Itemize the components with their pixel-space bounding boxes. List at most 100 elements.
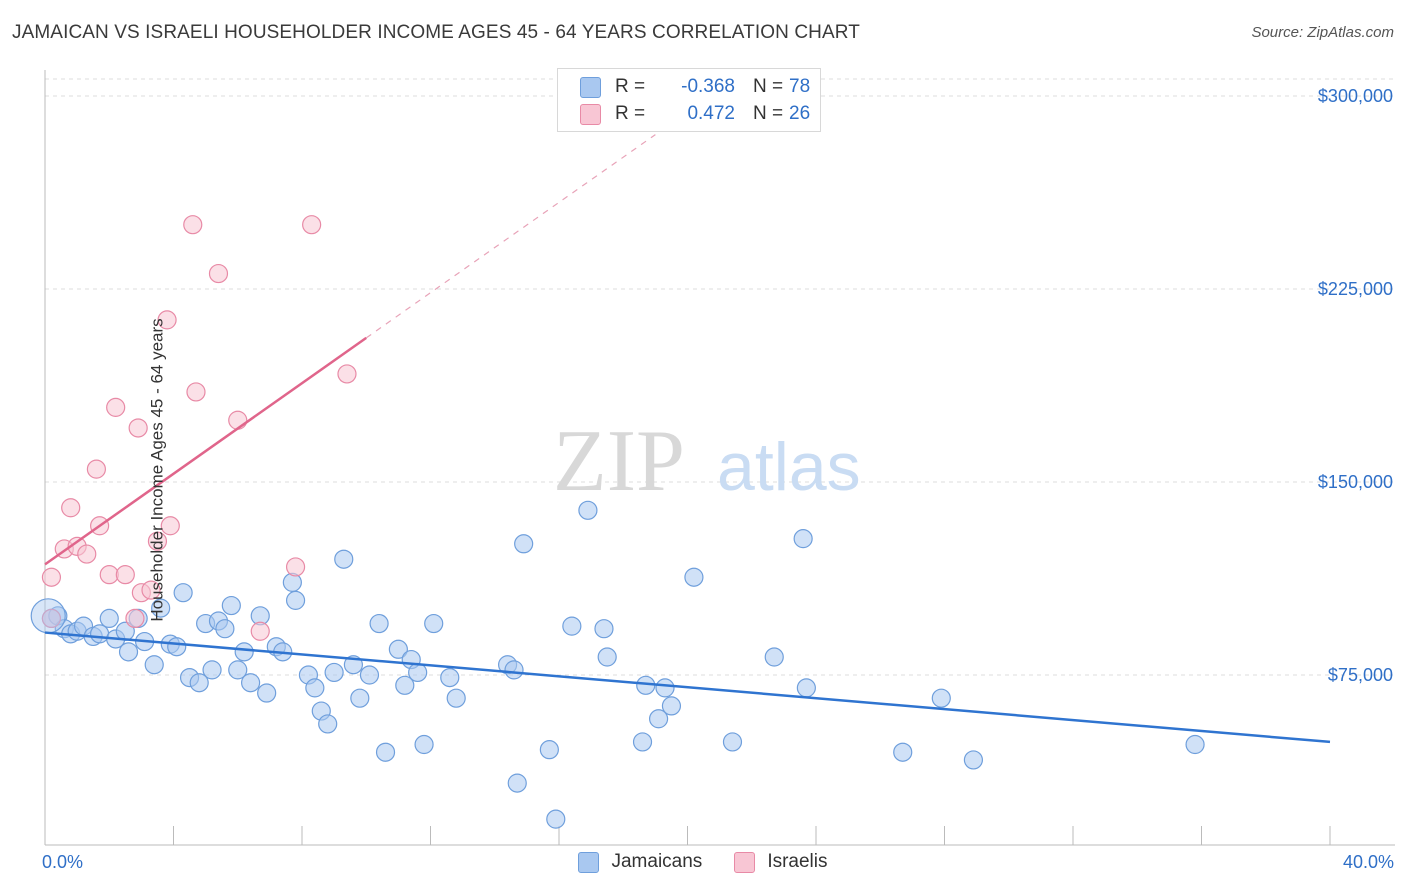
jamaican-point	[764, 647, 784, 667]
jamaican-point	[1185, 734, 1205, 755]
jamaican-point	[632, 732, 653, 752]
israeli-point	[285, 557, 306, 577]
jamaican-point	[796, 678, 816, 698]
jamaican-point	[257, 683, 277, 703]
legend-swatch-israelis	[580, 103, 601, 125]
jamaican-point	[661, 696, 682, 716]
jamaican-point	[285, 590, 306, 610]
israeli-point	[147, 531, 168, 551]
jamaican-point	[221, 595, 241, 616]
y-tick-labels: $75,000 $150,000 $225,000 $300,000	[1318, 86, 1393, 685]
israeli-point	[228, 410, 248, 430]
israeli-point	[41, 567, 62, 587]
axes	[44, 70, 1395, 846]
jamaican-point	[578, 500, 598, 520]
jamaican-point	[440, 667, 460, 688]
jamaican-point	[318, 714, 338, 734]
israeli-point	[160, 516, 180, 536]
source-label: Source: ZipAtlas.com	[1251, 24, 1394, 41]
correlation-legend: R = -0.368 N = 78 R = 0.472 N = 26	[557, 68, 821, 132]
legend-r-label: R =	[615, 103, 646, 124]
jamaican-point	[931, 688, 951, 708]
israeli-point	[115, 565, 135, 585]
jamaican-point	[151, 598, 171, 618]
jamaican-point	[228, 660, 248, 680]
series-legend: Jamaicans Israelis	[0, 851, 1406, 873]
jamaican-point	[118, 642, 139, 662]
data-points	[30, 215, 1205, 829]
y-tick-label: $75,000	[1328, 665, 1393, 685]
y-tick-label: $150,000	[1318, 472, 1393, 492]
jamaican-point	[722, 732, 743, 752]
israeli-point	[77, 544, 97, 564]
trend-line-israelis-extension	[365, 134, 656, 339]
watermark-atlas: atlas	[717, 429, 861, 505]
legend-n-label: N =	[753, 76, 784, 97]
jamaican-point	[893, 742, 913, 762]
jamaican-point	[388, 639, 408, 659]
jamaican-point	[173, 583, 193, 603]
jamaican-point	[305, 678, 325, 698]
israeli-point	[41, 608, 62, 629]
jamaican-point	[350, 688, 370, 708]
jamaican-point	[324, 662, 344, 683]
jamaican-point	[167, 637, 187, 657]
jamaican-point	[514, 534, 534, 554]
jamaican-point	[99, 608, 119, 629]
israeli-point	[86, 459, 107, 479]
israeli-point	[128, 418, 148, 438]
israeli-point	[61, 498, 81, 518]
legend-swatch-jamaicans	[580, 76, 601, 98]
israeli-point	[302, 215, 322, 235]
legend-r-label: R =	[615, 76, 646, 97]
jamaican-point	[241, 673, 261, 693]
y-axis-label: Householder Income Ages 45 - 64 years	[147, 318, 167, 622]
x-tick-label-min: 0.0%	[42, 852, 84, 872]
legend-n-label: N =	[753, 103, 784, 124]
legend-n-value: 26	[789, 103, 811, 124]
israeli-point	[125, 608, 145, 629]
israeli-point	[337, 364, 357, 384]
israeli-point	[106, 397, 126, 417]
jamaican-point	[963, 750, 984, 770]
jamaican-point	[234, 642, 254, 662]
israeli-point	[141, 580, 161, 600]
legend-label-israelis: Israelis	[767, 851, 828, 872]
israeli-point	[183, 215, 203, 235]
jamaican-point	[684, 567, 704, 587]
jamaican-point-large	[30, 598, 66, 634]
y-tick-label: $225,000	[1318, 279, 1393, 299]
israeli-point	[157, 310, 177, 330]
y-tick-label: $300,000	[1318, 86, 1393, 106]
jamaican-point	[539, 740, 559, 760]
legend-item-israelis: Israelis	[734, 851, 828, 873]
legend-swatch-israelis	[734, 851, 756, 873]
watermark: ZIP atlas	[553, 413, 861, 510]
jamaican-point	[414, 734, 434, 755]
jamaican-point	[594, 619, 614, 639]
jamaican-point	[189, 673, 209, 693]
jamaican-point	[282, 572, 302, 592]
jamaican-point	[202, 660, 222, 680]
grid-lines	[45, 78, 1395, 676]
jamaican-point	[215, 619, 235, 639]
jamaican-point	[395, 675, 415, 695]
x-tick-label-max: 40.0%	[1342, 852, 1394, 872]
israeli-point	[99, 565, 119, 585]
jamaican-point	[648, 709, 669, 729]
jamaican-point	[793, 529, 813, 549]
jamaican-point	[562, 616, 582, 636]
jamaican-point	[369, 613, 389, 634]
jamaican-point	[597, 647, 617, 667]
jamaican-point	[655, 678, 675, 698]
trend-line-israelis	[44, 336, 367, 566]
israeli-point	[186, 382, 206, 402]
legend-r-value: -0.368	[681, 76, 735, 97]
legend-label-jamaicans: Jamaicans	[611, 851, 703, 872]
jamaican-point	[90, 624, 110, 644]
chart-title: JAMAICAN VS ISRAELI HOUSEHOLDER INCOME A…	[12, 22, 860, 43]
jamaican-point	[359, 665, 380, 685]
legend-row-israelis: R = 0.472 N = 26	[580, 102, 810, 126]
jamaican-point	[546, 809, 566, 829]
trend-line-jamaicans	[44, 631, 1331, 744]
